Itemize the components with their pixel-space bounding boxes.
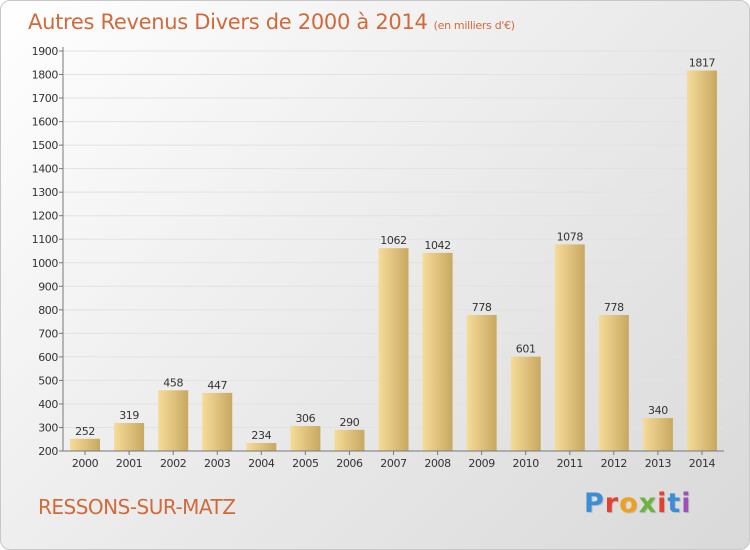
y-tick-label: 700 — [38, 327, 58, 340]
chart-title-text: Autres Revenus Divers de 2000 à 2014 — [28, 10, 428, 34]
place-name: RESSONS-SUR-MATZ — [38, 495, 236, 519]
data-label: 458 — [163, 376, 183, 389]
bar — [510, 356, 541, 451]
data-label: 1042 — [424, 239, 450, 252]
logo-letter: x — [638, 488, 658, 519]
chart-unit-label: (en milliers d'€) — [433, 19, 515, 32]
x-tick-label: 2007 — [380, 457, 407, 470]
x-tick-label: 2009 — [468, 457, 495, 470]
y-tick-label: 800 — [38, 304, 58, 317]
y-tick-label: 1200 — [32, 210, 59, 223]
y-tick-label: 1500 — [32, 139, 59, 152]
logo-letter: i — [657, 488, 668, 519]
bar — [422, 252, 453, 451]
axes — [62, 47, 724, 452]
logo-letter: i — [681, 488, 692, 519]
x-tick-label: 2002 — [160, 457, 186, 470]
y-tick-label: 500 — [38, 374, 58, 387]
data-label: 1817 — [689, 57, 716, 70]
chart-title: Autres Revenus Divers de 2000 à 2014 (en … — [28, 10, 515, 34]
y-tick-label: 400 — [38, 398, 58, 411]
y-tick-label: 1100 — [32, 233, 59, 246]
data-label: 1078 — [557, 230, 584, 243]
data-label: 1062 — [380, 234, 406, 247]
x-tick-label: 2003 — [204, 457, 231, 470]
x-tick-label: 2011 — [557, 457, 583, 470]
bar — [378, 248, 409, 451]
y-tick-label: 1400 — [32, 163, 59, 176]
y-tick-label: 1300 — [32, 186, 59, 199]
y-tick-label: 600 — [38, 351, 58, 364]
x-tick-label: 2004 — [248, 457, 275, 470]
bar — [554, 244, 585, 451]
data-label: 252 — [75, 425, 95, 438]
bar — [246, 443, 277, 451]
y-tick-label: 1800 — [32, 69, 59, 82]
data-label: 778 — [604, 301, 624, 314]
data-label: 601 — [516, 343, 536, 356]
bar — [686, 70, 717, 451]
y-tick-label: 200 — [38, 445, 58, 458]
x-tick-label: 2006 — [336, 457, 363, 470]
data-label: 778 — [472, 301, 492, 314]
y-axis-ticks: 200 300 400 500 600 700 800 900 1000 1100 1200 1300… — [32, 45, 63, 458]
data-label: 290 — [340, 416, 360, 429]
x-tick-label: 2001 — [116, 457, 142, 470]
bar — [70, 438, 101, 451]
x-axis-ticks: 2000 2001 2002 2003 2004 2005 2006 2007 2008 2009… — [72, 451, 716, 470]
data-label: 319 — [119, 409, 139, 422]
x-tick-label: 2013 — [645, 457, 672, 470]
bar — [290, 426, 321, 451]
x-tick-label: 2014 — [689, 457, 716, 470]
y-tick-label: 1700 — [32, 92, 59, 105]
logo-letter: o — [619, 488, 639, 519]
x-tick-label: 2008 — [424, 457, 451, 470]
data-label: 234 — [251, 429, 271, 442]
x-tick-label: 2005 — [292, 457, 319, 470]
x-tick-label: 2010 — [512, 457, 539, 470]
bar — [158, 390, 189, 451]
logo-letter: t — [667, 488, 682, 519]
y-tick-label: 1900 — [32, 45, 59, 58]
proxiti-logo: Proxiti — [584, 488, 692, 519]
bar — [466, 315, 497, 451]
logo-letter: P — [584, 488, 605, 519]
bar — [598, 315, 629, 451]
bar — [202, 392, 233, 451]
data-label: 340 — [648, 404, 668, 417]
bar — [114, 423, 145, 451]
y-tick-label: 300 — [38, 421, 58, 434]
bar — [642, 418, 673, 451]
y-tick-label: 1000 — [32, 257, 59, 270]
y-tick-label: 900 — [38, 280, 58, 293]
x-tick-label: 2000 — [72, 457, 99, 470]
x-tick-label: 2012 — [601, 457, 627, 470]
y-tick-label: 1600 — [32, 116, 59, 129]
data-label: 306 — [295, 412, 315, 425]
bars — [70, 70, 717, 451]
bar — [334, 429, 365, 451]
data-labels: 252 319 458 447 234 306 290 1062 1042 778 601 1078 7… — [75, 57, 716, 442]
logo-letter: r — [604, 488, 620, 519]
data-label: 447 — [207, 379, 227, 392]
